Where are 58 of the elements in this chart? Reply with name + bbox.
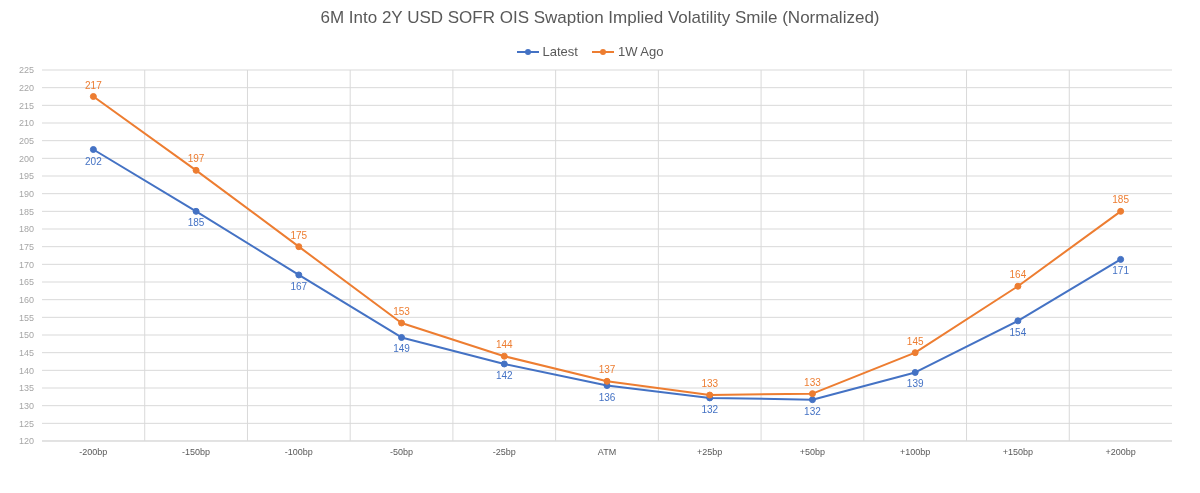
y-tick-label: 175 <box>18 241 34 252</box>
data-label: 167 <box>290 280 308 292</box>
y-tick-label: 145 <box>18 347 34 358</box>
y-tick-label: 160 <box>18 294 34 305</box>
y-tick-label: 190 <box>18 188 34 199</box>
y-tick-label: 120 <box>18 436 34 447</box>
y-tick-label: 165 <box>18 277 34 288</box>
y-tick-label: 170 <box>18 259 34 270</box>
data-label: 197 <box>187 153 205 165</box>
y-tick-label: 225 <box>18 65 34 76</box>
x-tick-label: +150bp <box>1002 447 1034 458</box>
data-label: 142 <box>495 369 514 381</box>
x-tick-label: +50bp <box>799 447 826 458</box>
legend-label: Latest <box>541 44 578 59</box>
y-tick-label: 140 <box>18 365 34 376</box>
y-tick-label: 155 <box>18 312 34 323</box>
y-tick-label: 195 <box>18 171 34 182</box>
y-tick-label: 205 <box>18 135 34 146</box>
data-label: 137 <box>598 364 616 376</box>
data-label: 171 <box>1112 265 1130 277</box>
y-tick-label: 200 <box>18 153 34 164</box>
y-tick-label: 135 <box>18 383 34 394</box>
x-tick-label: -25bp <box>492 447 516 458</box>
x-tick-label: +200bp <box>1105 447 1136 458</box>
y-tick-label: 220 <box>18 82 34 93</box>
data-label: 164 <box>1009 269 1027 281</box>
data-label: 136 <box>598 391 616 403</box>
x-tick-label: -100bp <box>284 447 313 458</box>
y-tick-label: 210 <box>18 118 34 129</box>
y-tick-label: 130 <box>18 400 34 411</box>
x-tick-label: ATM <box>597 447 617 458</box>
y-tick-label: 150 <box>18 330 34 341</box>
y-tick-label: 185 <box>18 206 34 217</box>
x-tick-label: +25bp <box>697 447 723 458</box>
data-label: 133 <box>804 376 822 388</box>
data-label: 145 <box>906 335 924 347</box>
x-tick-label: -150bp <box>182 447 211 458</box>
y-tick-label: 215 <box>18 100 34 111</box>
data-label: 132 <box>701 403 719 415</box>
x-tick-label: -50bp <box>390 447 414 458</box>
data-label: 133 <box>701 378 719 390</box>
data-label: 144 <box>495 339 514 351</box>
data-label: 202 <box>85 155 103 167</box>
data-label: 185 <box>1112 194 1130 206</box>
data-label: 139 <box>906 378 924 390</box>
data-label: 175 <box>290 229 308 241</box>
data-label: 149 <box>393 343 411 355</box>
data-label: 185 <box>187 217 205 229</box>
x-tick-label: -200bp <box>79 447 108 458</box>
legend-label: 1W Ago <box>616 44 664 59</box>
y-tick-label: 180 <box>18 224 34 235</box>
y-tick-label: 125 <box>18 418 34 429</box>
data-label: 153 <box>393 305 411 317</box>
x-tick-label: +100bp <box>900 447 931 458</box>
data-label: 132 <box>804 405 822 417</box>
chart-title: 6M Into 2Y USD SOFR OIS Swaption Implied Volatility Smile (Normalized) <box>319 8 881 29</box>
data-label: 217 <box>85 79 103 91</box>
data-label: 154 <box>1009 326 1027 338</box>
